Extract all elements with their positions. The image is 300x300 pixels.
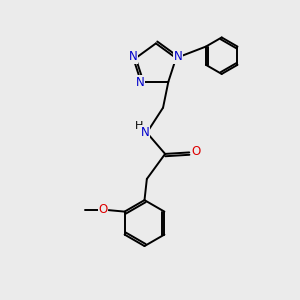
Text: N: N	[174, 50, 183, 63]
Text: O: O	[191, 145, 200, 158]
Text: H: H	[134, 121, 143, 131]
Text: O: O	[98, 203, 107, 216]
Text: N: N	[129, 50, 138, 63]
Text: N: N	[136, 76, 145, 89]
Text: N: N	[141, 126, 150, 139]
